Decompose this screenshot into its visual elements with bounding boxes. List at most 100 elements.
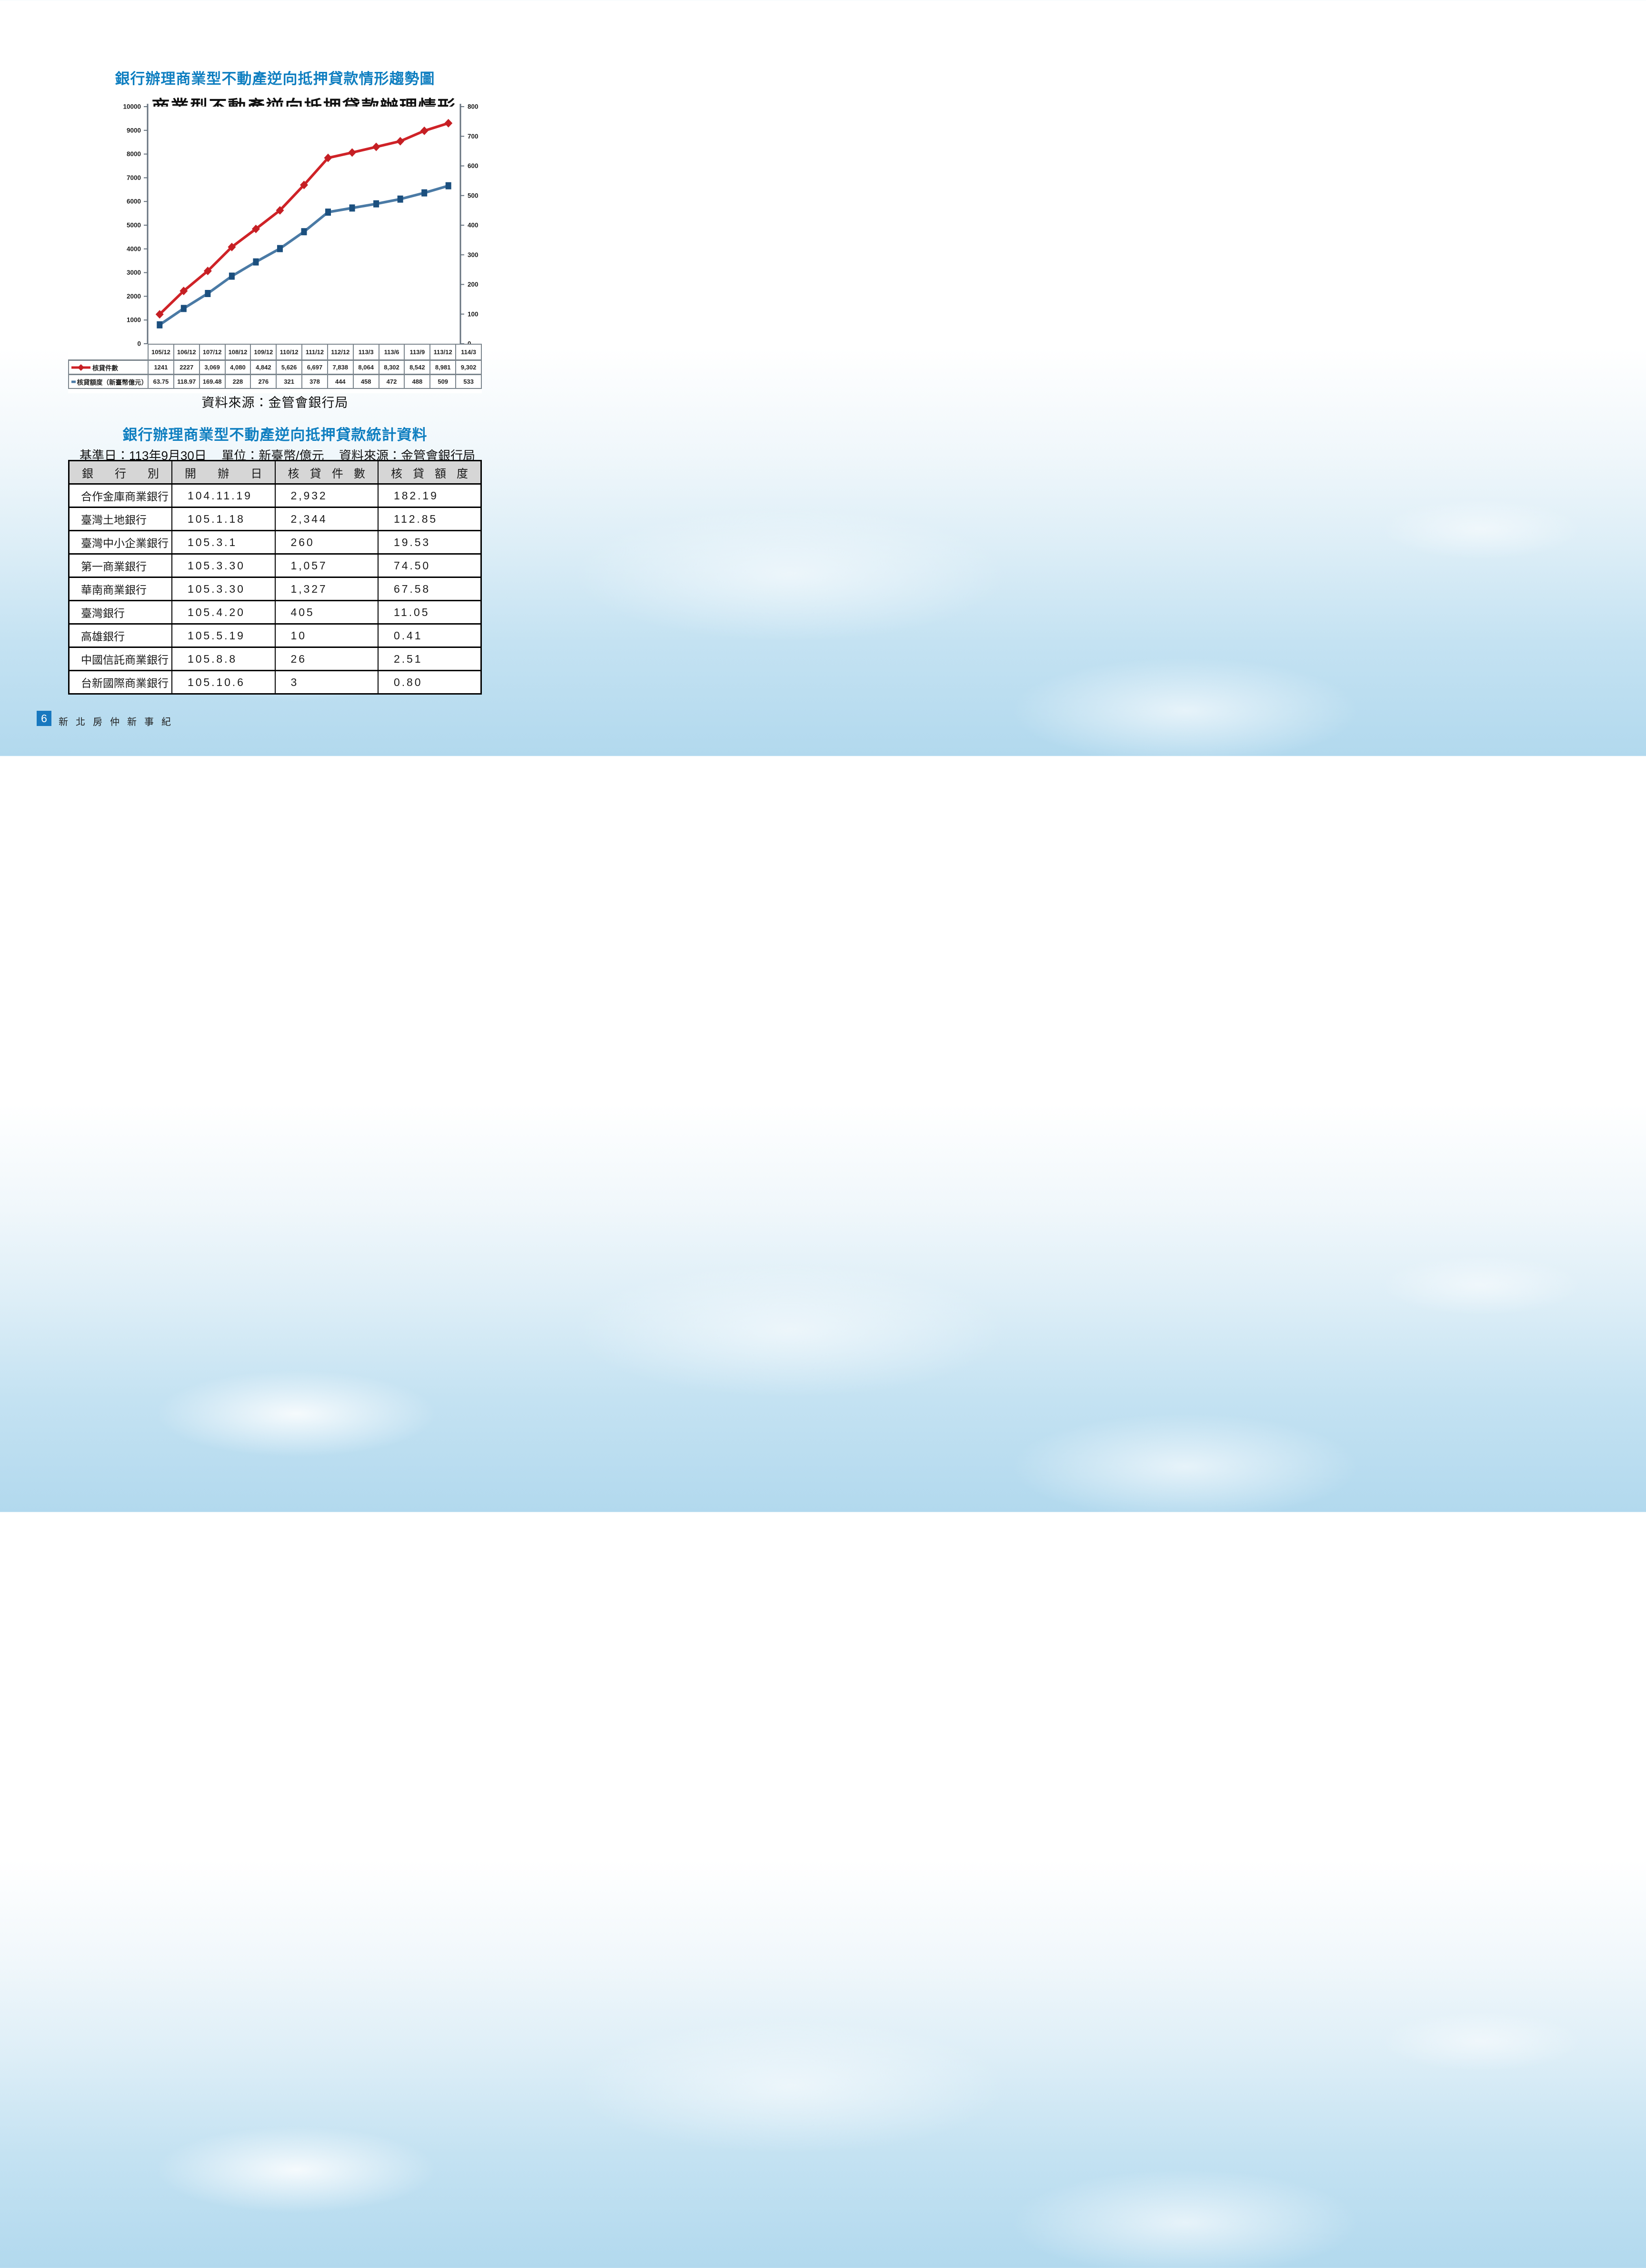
page: { "page": { "title_trend": "銀行辦理商業型不動產逆向…	[0, 0, 549, 756]
marker-diamond	[228, 242, 236, 251]
marker-diamond	[372, 142, 380, 151]
bank-table-header-cell: 開辦日	[171, 460, 276, 485]
series-value: 472	[378, 374, 405, 389]
series-value: 4,080	[224, 359, 251, 375]
series-value: 1241	[148, 359, 174, 375]
x-axis-label: 106/12	[173, 344, 200, 361]
approved-amount-cell: 11.05	[378, 600, 482, 625]
x-axis-label: 114/3	[455, 344, 482, 361]
bank-table-header-cell: 核貸件數	[274, 460, 379, 485]
series-value: 458	[352, 374, 379, 389]
legend-cell: 核貸件數	[68, 359, 149, 375]
marker-square	[301, 228, 307, 236]
series-value: 169.48	[199, 374, 226, 389]
marker-diamond	[155, 310, 164, 319]
table-row: 臺灣土地銀行 105.1.18 2,344 112.85	[68, 507, 482, 531]
launch-date-cell: 105.10.6	[171, 670, 276, 695]
marker-square	[373, 200, 379, 208]
series-value: 533	[455, 374, 482, 389]
launch-date-cell: 104.11.19	[171, 483, 276, 508]
launch-date-cell: 105.3.30	[171, 577, 276, 601]
page-title-stats: 銀行辦理商業型不動產逆向抵押貸款統計資料	[122, 427, 428, 443]
right-axis-label: 100	[468, 310, 479, 318]
marker-diamond	[420, 126, 429, 135]
chart-plot-area	[148, 107, 460, 344]
page-number: 6	[41, 712, 47, 725]
launch-date-cell: 105.4.20	[171, 600, 276, 625]
table-row: 中國信託商業銀行 105.8.8 26 2.51	[68, 647, 482, 671]
series-value: 276	[250, 374, 277, 389]
left-axis-label: 7000	[127, 174, 141, 181]
marker-square	[229, 272, 235, 280]
right-axis-label: 300	[468, 251, 479, 259]
left-axis-label: 1000	[127, 317, 141, 324]
approved-count-cell: 1,327	[274, 577, 379, 601]
approved-count-cell: 1,057	[274, 553, 379, 578]
series-value: 8,981	[429, 359, 457, 375]
approved-amount-cell: 112.85	[378, 507, 482, 531]
approved-count-cell: 26	[274, 647, 379, 671]
footer-brand: 新北房仲新事紀	[59, 717, 179, 727]
launch-date-cell: 105.3.30	[171, 553, 276, 578]
left-axis-label: 6000	[127, 198, 141, 205]
approved-count-cell: 2,344	[274, 507, 379, 531]
marker-square	[253, 258, 259, 266]
table-row: 台新國際商業銀行 105.10.6 3 0.80	[68, 670, 482, 695]
bank-name-cell: 臺灣中小企業銀行	[68, 530, 172, 555]
bank-name-cell: 臺灣土地銀行	[68, 507, 172, 531]
bank-table-header-cell: 核貸額度	[378, 460, 482, 485]
legend-blue-square-icon	[71, 380, 76, 383]
page-title-trend: 銀行辦理商業型不動產逆向抵押貸款情形趨勢圖	[115, 70, 435, 87]
approved-count-cell: 10	[274, 623, 379, 648]
series-value: 2227	[173, 359, 200, 375]
series-value: 8,064	[352, 359, 379, 375]
approved-amount-cell: 74.50	[378, 553, 482, 578]
series-value: 444	[327, 374, 354, 389]
marker-square	[205, 289, 211, 297]
approved-amount-cell: 2.51	[378, 647, 482, 671]
series-value-row: 核貸額度（新臺幣億元） 63.75 118.97 169.48 228 276 321 378…	[68, 374, 482, 389]
series-value: 3,069	[199, 359, 226, 375]
left-axis-label: 5000	[127, 222, 141, 229]
left-axis-label: 10000	[123, 103, 141, 110]
axis-corner-blank	[69, 344, 148, 360]
bank-name-cell: 臺灣銀行	[68, 600, 172, 625]
series-value: 9,302	[455, 359, 482, 375]
approved-amount-cell: 182.19	[378, 483, 482, 508]
left-axis-label: 3000	[127, 269, 141, 276]
marker-diamond	[203, 267, 212, 276]
x-axis-label-row: 105/12 106/12 107/12 108/12 109/12 110/12 111/…	[69, 344, 482, 361]
trend-chart: 商業型不動產逆向抵押貸款辦理情形 10000900080007000600050…	[68, 90, 482, 393]
marker-square	[325, 209, 331, 216]
left-axis-label: 8000	[127, 150, 141, 158]
right-axis-label: 600	[468, 162, 479, 169]
launch-date-cell: 105.8.8	[171, 647, 276, 671]
x-axis-label: 105/12	[148, 344, 174, 361]
marker-square	[397, 195, 403, 203]
table-row: 臺灣中小企業銀行 105.3.1 260 19.53	[68, 530, 482, 555]
right-axis-label: 700	[468, 133, 479, 140]
legend-series-name: 核貸件數	[92, 364, 118, 372]
approved-amount-cell: 0.41	[378, 623, 482, 648]
series-value: 8,542	[404, 359, 431, 375]
approved-count-cell: 3	[274, 670, 379, 695]
series-value: 4,842	[250, 359, 277, 375]
x-axis-label: 113/3	[352, 344, 379, 361]
bank-table-header-cell: 銀行別	[68, 460, 172, 485]
marker-square	[445, 182, 451, 189]
bank-table-header-row: 銀行別開辦日核貸件數核貸額度	[68, 460, 482, 485]
approved-amount-cell: 0.80	[378, 670, 482, 695]
x-axis-label: 108/12	[224, 344, 251, 361]
marker-diamond	[276, 206, 284, 215]
x-axis-label: 113/9	[404, 344, 431, 361]
launch-date-cell: 105.1.18	[171, 507, 276, 531]
x-axis-label: 109/12	[250, 344, 277, 361]
bank-name-cell: 華南商業銀行	[68, 577, 172, 601]
series-value: 321	[276, 374, 303, 389]
launch-date-cell: 105.5.19	[171, 623, 276, 648]
table-row: 臺灣銀行 105.4.20 405 11.05	[68, 600, 482, 625]
series-value: 6,697	[301, 359, 328, 375]
approved-count-cell: 260	[274, 530, 379, 555]
table-row: 第一商業銀行 105.3.30 1,057 74.50	[68, 553, 482, 578]
series-value: 378	[301, 374, 328, 389]
